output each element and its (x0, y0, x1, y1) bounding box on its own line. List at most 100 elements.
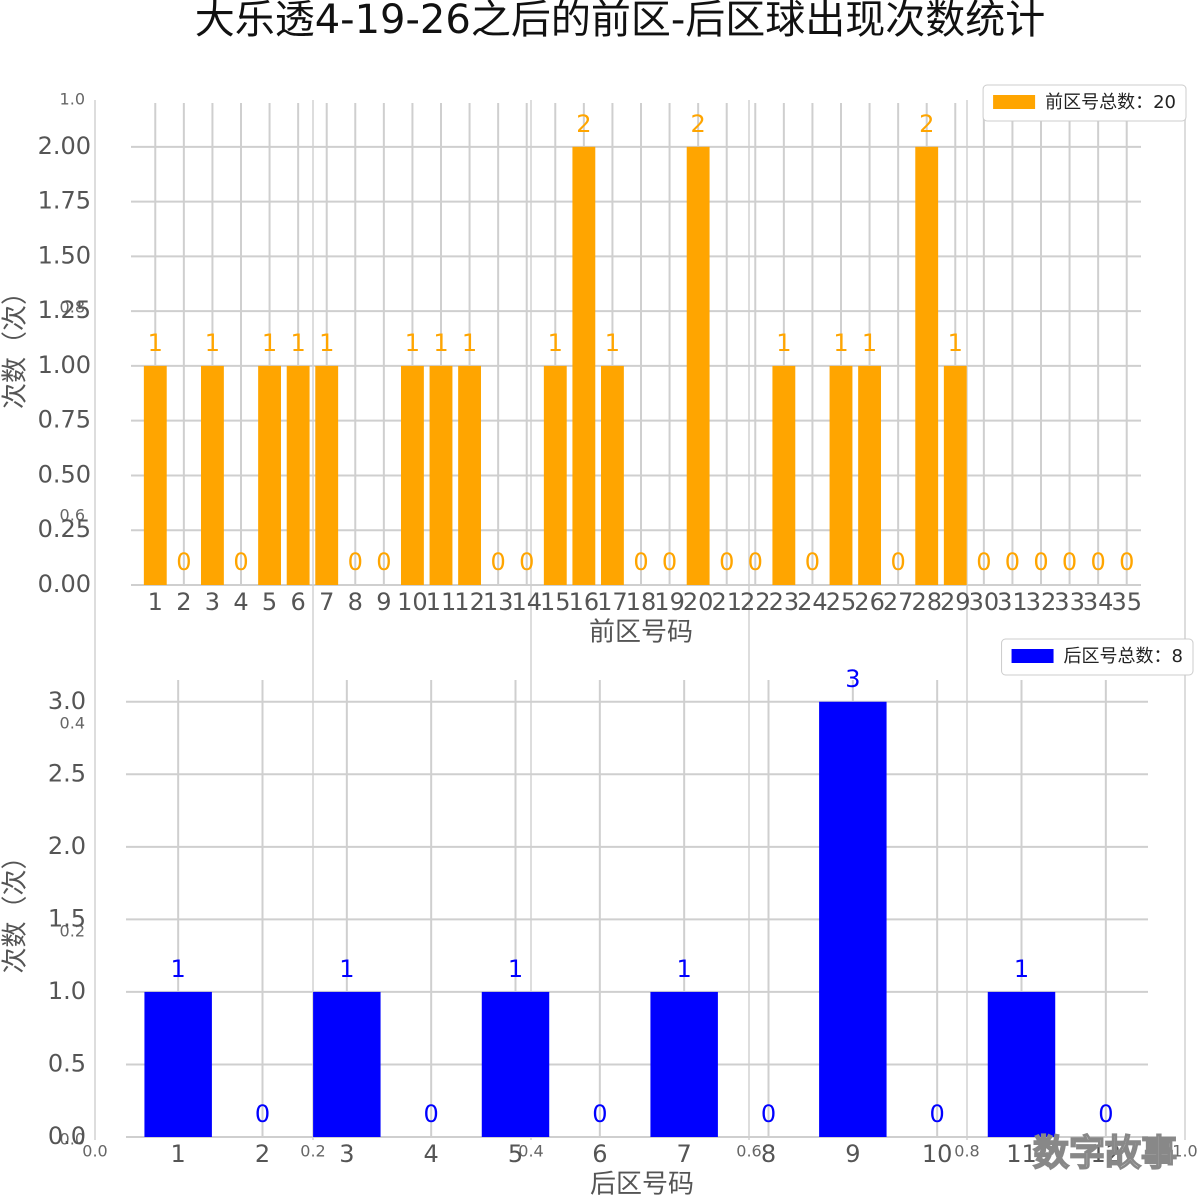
legend: 后区号总数：8 (1001, 638, 1194, 676)
value-label: 1 (205, 329, 220, 357)
bar (772, 365, 796, 585)
x-tick-label: 27 (883, 588, 914, 616)
x-tick-label: 25 (826, 588, 857, 616)
value-label: 1 (605, 329, 620, 357)
y-tick-label: 1.0 (60, 90, 85, 109)
x-tick-label: 34 (1083, 588, 1114, 616)
x-tick-label: 1 (148, 588, 163, 616)
x-tick-label: 23 (769, 588, 800, 616)
y-tick-label: 2.5 (48, 759, 86, 787)
y-tick-label: 0.2 (60, 922, 85, 941)
value-label: 0 (592, 1100, 607, 1128)
x-tick-label: 3 (339, 1140, 354, 1168)
x-tick-label: 2 (176, 588, 191, 616)
value-label: 0 (805, 548, 820, 576)
value-label: 0 (376, 548, 391, 576)
value-label: 0 (662, 548, 677, 576)
y-tick-label: 1.50 (38, 241, 91, 269)
x-tick-label: 9 (845, 1140, 860, 1168)
bar (987, 991, 1056, 1137)
x-tick-label: 1.0 (1172, 1142, 1197, 1161)
x-tick-label: 22 (740, 588, 771, 616)
value-label: 0 (891, 548, 906, 576)
x-tick-label: 26 (854, 588, 885, 616)
x-axis-label: 后区号码 (590, 1170, 694, 1200)
y-tick-label: 0.75 (38, 406, 91, 434)
value-label: 1 (291, 329, 306, 357)
legend-box (1001, 638, 1194, 676)
value-label: 1 (148, 329, 163, 357)
back-area-plot: 0.00.51.01.52.02.53.01 2 3 4 5 6 7 8 9 10 11 121010… (1, 638, 1194, 1200)
y-tick-label: 0.50 (38, 460, 91, 488)
x-tick-label: 0.4 (518, 1142, 543, 1161)
legend-box (982, 84, 1187, 122)
y-tick-label: 1.5 (48, 904, 86, 932)
value-label: 0 (1062, 548, 1077, 576)
legend: 前区号总数：20 (982, 84, 1187, 122)
x-tick-label: 8 (348, 588, 363, 616)
x-tick-label: 8 (761, 1140, 776, 1168)
x-tick-label: 21 (711, 588, 742, 616)
y-tick-label: 1.25 (38, 296, 91, 324)
value-label: 0 (1098, 1100, 1113, 1128)
value-label: 1 (776, 329, 791, 357)
bar (429, 365, 453, 585)
x-tick-label: 11 (426, 588, 457, 616)
value-label: 0 (348, 548, 363, 576)
bar (258, 365, 281, 585)
value-label: 1 (948, 329, 963, 357)
x-tick-label: 15 (540, 588, 571, 616)
x-tick-label: 9 (376, 588, 391, 616)
y-tick-label: 3.0 (48, 687, 86, 715)
bar (829, 365, 853, 585)
x-tick-label: 3 (205, 588, 220, 616)
x-tick-label: 7 (677, 1140, 692, 1168)
value-label: 1 (433, 329, 448, 357)
value-label: 2 (691, 110, 706, 138)
value-label: 0 (1091, 548, 1106, 576)
value-label: 1 (462, 329, 477, 357)
x-tick-label: 29 (940, 588, 971, 616)
bar (601, 365, 624, 585)
bar (458, 365, 481, 585)
value-label: 0 (976, 548, 991, 576)
x-tick-label: 7 (319, 588, 334, 616)
value-label: 1 (833, 329, 848, 357)
x-tick-label: 13 (483, 588, 514, 616)
value-label: 2 (919, 110, 934, 138)
front-area-plot: 0.000.250.500.751.001.251.501.752.001 2 3 4… (1, 84, 1187, 648)
y-tick-label: 0.5 (48, 1049, 86, 1077)
value-label: 1 (1014, 955, 1029, 983)
x-tick-label: 2 (255, 1140, 270, 1168)
value-label: 0 (761, 1100, 776, 1128)
value-label: 0 (176, 548, 191, 576)
x-tick-label: 0.0 (82, 1142, 107, 1161)
x-tick-label: 4 (233, 588, 248, 616)
value-label: 1 (262, 329, 277, 357)
x-tick-label: 30 (969, 588, 1000, 616)
bar (543, 365, 567, 585)
bar (915, 146, 939, 585)
legend-label: 后区号总数：8 (1064, 646, 1183, 667)
x-tick-label: 12 (454, 588, 485, 616)
value-label: 0 (633, 548, 648, 576)
x-tick-label: 12 (1091, 1140, 1122, 1168)
bar (686, 146, 710, 585)
x-tick-label: 35 (1111, 588, 1142, 616)
x-tick-label: 28 (911, 588, 942, 616)
value-label: 0 (233, 548, 248, 576)
x-tick-label: 31 (997, 588, 1028, 616)
x-tick-label: 24 (797, 588, 828, 616)
bar (201, 365, 224, 585)
x-tick-label: 16 (569, 588, 600, 616)
value-label: 1 (677, 955, 692, 983)
y-tick-label: 0.6 (60, 506, 85, 525)
value-label: 0 (424, 1100, 439, 1128)
y-tick-label: 0.0 (60, 1130, 85, 1149)
value-label: 1 (319, 329, 334, 357)
x-tick-label: 5 (262, 588, 277, 616)
y-tick-label: 2.0 (48, 832, 86, 860)
value-label: 1 (862, 329, 877, 357)
y-tick-label: 0.4 (60, 714, 85, 733)
